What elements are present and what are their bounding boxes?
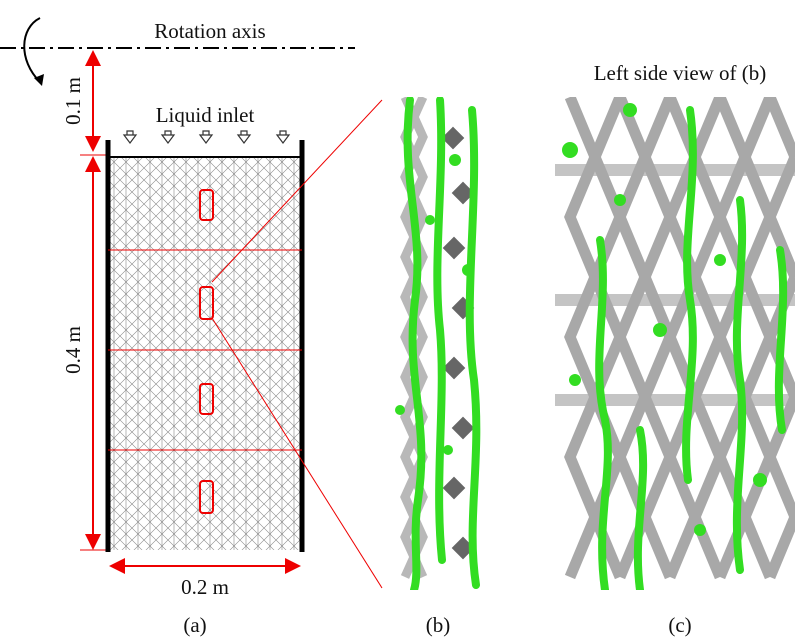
rotation-axis-label: Rotation axis xyxy=(154,19,265,43)
panel-b xyxy=(395,97,476,590)
panel-c xyxy=(555,97,795,590)
caption: (c) xyxy=(668,613,691,637)
figure: Rotation axis 0.1 m 0.4 m 0.2 m Liquid i… xyxy=(0,0,795,640)
side-view-title: Left side view of (b) xyxy=(594,61,767,85)
liquid-inlet-label: Liquid inlet xyxy=(156,103,255,127)
dim-width-label: 0.2 m xyxy=(181,575,229,599)
inlet-arrows xyxy=(124,131,289,143)
caption: (b) xyxy=(426,613,451,637)
dim-height-label: 0.4 m xyxy=(61,326,85,374)
rotation-arrow xyxy=(24,18,40,82)
packing-mesh xyxy=(108,157,302,550)
caption: (a) xyxy=(183,613,206,637)
dim-top-label: 0.1 m xyxy=(61,77,85,125)
